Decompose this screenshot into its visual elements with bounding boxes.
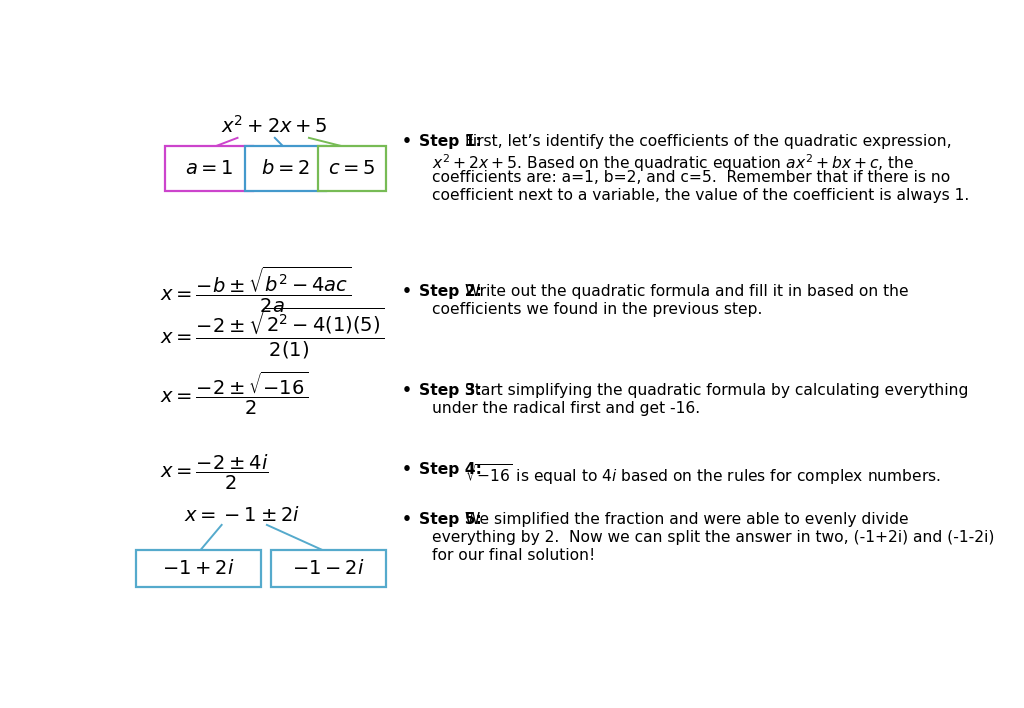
FancyBboxPatch shape: [245, 146, 327, 190]
Text: $x = \dfrac{-2 \pm \sqrt{2^2 - 4(1)(5)}}{2(1)}$: $x = \dfrac{-2 \pm \sqrt{2^2 - 4(1)(5)}}…: [160, 305, 384, 360]
Text: Step 2:: Step 2:: [419, 284, 487, 299]
Text: First, let’s identify the coefficients of the quadratic expression,: First, let’s identify the coefficients o…: [465, 134, 951, 149]
Text: Start simplifying the quadratic formula by calculating everything: Start simplifying the quadratic formula …: [465, 383, 969, 398]
Text: •: •: [401, 284, 412, 299]
Text: $b = 2$: $b = 2$: [261, 159, 310, 178]
Text: $x = \dfrac{-b \pm \sqrt{b^2 - 4ac}}{2a}$: $x = \dfrac{-b \pm \sqrt{b^2 - 4ac}}{2a}…: [160, 264, 351, 314]
Text: $-1 + 2i$: $-1 + 2i$: [162, 559, 234, 578]
Text: $x = -1 \pm 2i$: $x = -1 \pm 2i$: [183, 506, 300, 525]
Text: $c = 5$: $c = 5$: [329, 159, 376, 178]
Text: coefficients are: a=1, b=2, and c=5.  Remember that if there is no: coefficients are: a=1, b=2, and c=5. Rem…: [432, 170, 950, 185]
Text: Step 5:: Step 5:: [419, 512, 487, 527]
Text: Step 1:: Step 1:: [419, 134, 487, 149]
Text: under the radical first and get -16.: under the radical first and get -16.: [432, 401, 700, 416]
Text: We simplified the fraction and were able to evenly divide: We simplified the fraction and were able…: [465, 512, 908, 527]
Text: Step 3:: Step 3:: [419, 383, 487, 398]
FancyBboxPatch shape: [136, 550, 260, 587]
Text: $x^2 + 2x + 5$. Based on the quadratic equation $ax^2 + bx + c$, the: $x^2 + 2x + 5$. Based on the quadratic e…: [432, 152, 914, 173]
Text: •: •: [401, 383, 412, 398]
Text: $x = \dfrac{-2 \pm \sqrt{-16}}{2}$: $x = \dfrac{-2 \pm \sqrt{-16}}{2}$: [160, 370, 308, 416]
Text: •: •: [401, 462, 412, 477]
Text: •: •: [401, 512, 412, 527]
Text: $x = \dfrac{-2 \pm 4i}{2}$: $x = \dfrac{-2 \pm 4i}{2}$: [160, 452, 268, 491]
Text: Step 4:: Step 4:: [419, 462, 487, 477]
Text: •: •: [401, 134, 412, 149]
Text: $-1 - 2i$: $-1 - 2i$: [292, 559, 365, 578]
Text: everything by 2.  Now we can split the answer in two, (-1+2i) and (-1-2i): everything by 2. Now we can split the an…: [432, 530, 994, 545]
Text: $a = 1$: $a = 1$: [184, 159, 233, 178]
Text: coefficient next to a variable, the value of the coefficient is always 1.: coefficient next to a variable, the valu…: [432, 188, 969, 203]
FancyBboxPatch shape: [165, 146, 253, 190]
Text: for our final solution!: for our final solution!: [432, 548, 595, 563]
Text: $x^2 + 2x + 5$: $x^2 + 2x + 5$: [221, 115, 328, 137]
FancyBboxPatch shape: [270, 550, 386, 587]
Text: coefficients we found in the previous step.: coefficients we found in the previous st…: [432, 302, 762, 317]
FancyBboxPatch shape: [318, 146, 386, 190]
Text: $\sqrt{-16}$ is equal to $4i$ based on the rules for complex numbers.: $\sqrt{-16}$ is equal to $4i$ based on t…: [465, 462, 941, 487]
Text: Write out the quadratic formula and fill it in based on the: Write out the quadratic formula and fill…: [465, 284, 908, 299]
